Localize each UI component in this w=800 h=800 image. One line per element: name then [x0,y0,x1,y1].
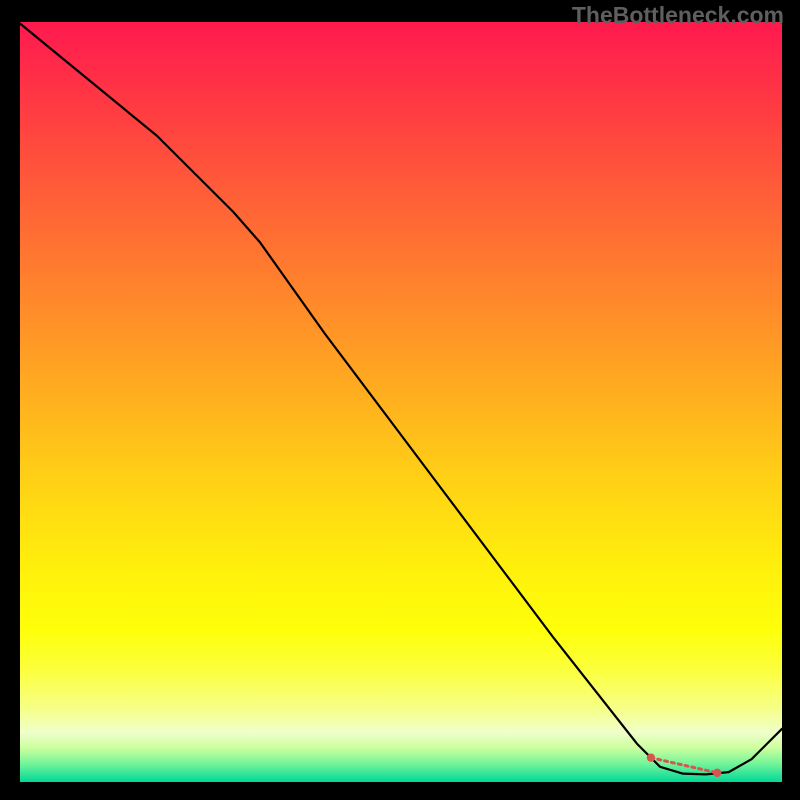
trough-marker-0 [647,753,655,761]
trough-marker-1 [713,769,721,777]
chart-frame: TheBottleneck.com [0,0,800,800]
watermark-text: TheBottleneck.com [572,2,784,29]
gradient-background [20,22,782,782]
plot-area [20,22,782,782]
plot-svg [20,22,782,782]
